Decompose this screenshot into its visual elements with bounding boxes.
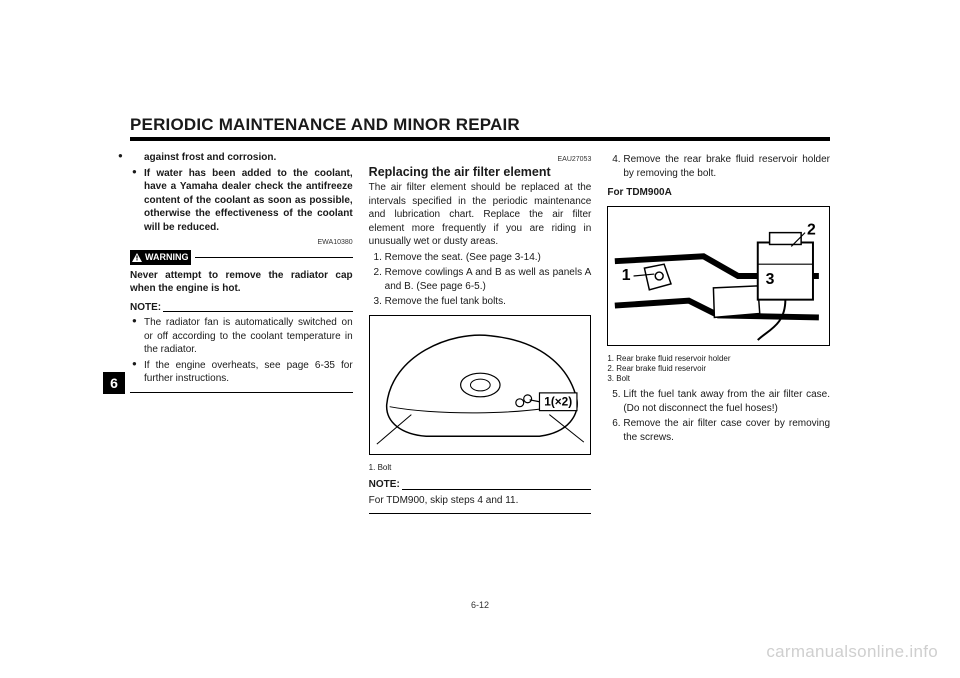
note-bullet-1: The radiator fan is automatically switch… xyxy=(144,316,353,357)
code-eau: EAU27053 xyxy=(369,155,592,164)
step-3: Remove the fuel tank bolts. xyxy=(385,295,592,309)
warning-label: WARNING xyxy=(145,251,189,263)
end-rule-1 xyxy=(130,392,353,393)
intro-text: The air filter element should be replace… xyxy=(369,181,592,249)
note-row-1: NOTE: xyxy=(130,301,353,315)
page-number: 6-12 xyxy=(0,600,960,610)
fig1-callout: 1(×2) xyxy=(544,395,572,409)
fig2-label-1: 1 xyxy=(622,266,631,283)
warning-triangle-icon xyxy=(132,253,142,262)
step-1: Remove the seat. (See page 3-14.) xyxy=(385,251,592,265)
fig2-caption-1: 1. Rear brake fluid reservoir holder xyxy=(607,354,830,364)
title-bar: PERIODIC MAINTENANCE AND MINOR REPAIR xyxy=(130,115,830,141)
note-row-2: NOTE: xyxy=(369,478,592,492)
warning-row: WARNING xyxy=(130,250,353,264)
section-tab: 6 xyxy=(103,372,125,394)
fig2-label-2: 2 xyxy=(807,221,816,238)
fig1-captions: 1. Bolt xyxy=(369,463,592,473)
step-2: Remove cowlings A and B as well as panel… xyxy=(385,266,592,293)
note-label: NOTE: xyxy=(130,301,161,315)
subhead-tdm900a: For TDM900A xyxy=(607,186,830,200)
figure-fuel-tank: 1(×2) xyxy=(369,315,592,455)
note-label-2: NOTE: xyxy=(369,478,400,492)
page-title: PERIODIC MAINTENANCE AND MINOR REPAIR xyxy=(130,115,830,135)
end-rule-2 xyxy=(369,513,592,514)
column-3: Remove the rear brake fluid reservoir ho… xyxy=(607,151,830,518)
step-5: Lift the fuel tank away from the air fil… xyxy=(623,388,830,415)
section-heading: Replacing the air filter element xyxy=(369,164,592,181)
column-2: EAU27053 Replacing the air filter elemen… xyxy=(369,151,592,518)
note-bullet-2: If the engine overheats, see page 6-35 f… xyxy=(144,359,353,386)
warning-badge: WARNING xyxy=(130,250,191,264)
step-4: Remove the rear brake fluid reservoir ho… xyxy=(623,153,830,180)
fig2-label-3: 3 xyxy=(766,270,775,287)
bullet-water-added: If water has been added to the coolant, … xyxy=(144,167,353,235)
frost-line: against frost and corrosion. xyxy=(144,151,353,165)
fig2-caption-2: 2. Rear brake fluid reservoir xyxy=(607,364,830,374)
note-text-2: For TDM900, skip steps 4 and 11. xyxy=(369,494,592,508)
fig2-caption-3: 3. Bolt xyxy=(607,374,830,384)
continued-text: against frost and corrosion. xyxy=(130,151,353,165)
fig1-caption-1: 1. Bolt xyxy=(369,463,592,473)
warning-rule xyxy=(195,257,353,258)
figure-reservoir: 1 2 3 xyxy=(607,206,830,346)
note-rule-2 xyxy=(402,489,592,490)
columns: against frost and corrosion. If water ha… xyxy=(130,151,830,518)
fig2-captions: 1. Rear brake fluid reservoir holder 2. … xyxy=(607,354,830,384)
step-6: Remove the air filter case cover by remo… xyxy=(623,417,830,444)
note-rule xyxy=(163,311,353,312)
warning-text: Never attempt to remove the radiator cap… xyxy=(130,269,353,296)
watermark: carmanualsonline.info xyxy=(766,642,938,662)
page: PERIODIC MAINTENANCE AND MINOR REPAIR ag… xyxy=(130,115,830,518)
code-ewa: EWA10380 xyxy=(130,238,353,247)
column-1: against frost and corrosion. If water ha… xyxy=(130,151,353,518)
